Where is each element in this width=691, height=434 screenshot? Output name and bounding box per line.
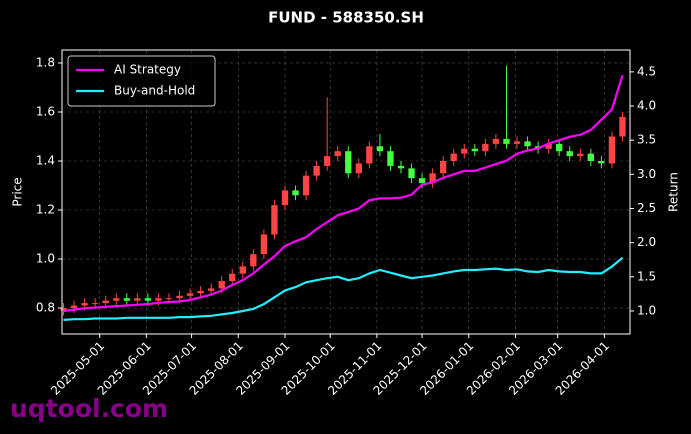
candle-body [324, 156, 331, 166]
candle-body [144, 298, 152, 301]
y-tick-label: 1.0 [36, 252, 55, 266]
candle-body [176, 295, 183, 299]
candle-body [113, 298, 120, 301]
candle-body [524, 141, 531, 147]
candle-body [619, 116, 626, 137]
legend-label: AI Strategy [114, 63, 181, 77]
candle-body [482, 143, 489, 152]
candle-body [577, 153, 584, 157]
candle-body [429, 173, 436, 184]
candle-body [545, 143, 552, 149]
y2-tick-label: 2.0 [637, 235, 656, 249]
y2-tick-label: 3.5 [637, 133, 656, 147]
candle-body [60, 308, 67, 311]
series-line [63, 256, 624, 321]
candle-body [271, 205, 278, 235]
chart-title: FUND - 588350.SH [268, 9, 424, 27]
y2-tick-label: 1.0 [637, 303, 656, 317]
candle-body [155, 298, 162, 301]
candle-body [513, 141, 521, 144]
candle-body [492, 138, 500, 144]
candle-body [461, 148, 468, 154]
candle-body [302, 175, 310, 196]
candle-body [207, 288, 215, 291]
candle-body [229, 273, 236, 282]
candle-body [598, 161, 605, 164]
candle-body [366, 146, 373, 164]
candle-body [387, 151, 394, 166]
y-tick-label: 0.8 [36, 301, 55, 315]
candle-body [313, 165, 320, 176]
candle-body [70, 305, 78, 309]
candle-body [165, 298, 173, 300]
candle-body [440, 161, 447, 174]
y2-tick-label: 3.0 [637, 167, 656, 181]
y-tick-label: 1.2 [36, 203, 55, 217]
y-axis-label: Price [11, 177, 25, 206]
candle-body [471, 148, 478, 152]
candle-body [260, 234, 268, 255]
y2-tick-label: 1.5 [637, 269, 656, 283]
y2-axis-label: Return [667, 172, 681, 212]
candle-body [608, 136, 616, 164]
y-tick-label: 1.6 [36, 104, 55, 118]
y2-tick-label: 4.5 [637, 64, 656, 78]
y-tick-label: 1.4 [36, 154, 55, 168]
candle-body [397, 165, 405, 169]
candle-body [102, 300, 109, 304]
candle-body [292, 190, 299, 196]
candle-body [186, 293, 194, 296]
y-tick-label: 1.8 [36, 55, 55, 69]
series-line [63, 74, 624, 313]
legend-box [67, 55, 216, 107]
plot-frame [61, 49, 631, 335]
candle-body [345, 151, 352, 174]
candle-body [91, 303, 99, 305]
candle-body [556, 143, 563, 152]
candle-body [81, 303, 88, 306]
candle-body [355, 163, 362, 174]
candle-body [134, 298, 141, 301]
candle-body [418, 178, 426, 184]
y2-tick-label: 4.0 [637, 99, 656, 113]
y2-tick-label: 2.5 [637, 201, 656, 215]
candle-body [239, 266, 246, 274]
legend-label: Buy-and-Hold [114, 84, 195, 98]
candle-body [408, 168, 415, 179]
candle-body [250, 254, 257, 267]
legend: AI Strategy Buy-and-Hold [67, 55, 216, 107]
candle-body [587, 153, 594, 162]
candle-body [376, 146, 384, 152]
candle-body [334, 151, 341, 157]
candle-body [450, 153, 457, 162]
candle-body [123, 298, 130, 301]
candle-body [281, 190, 289, 206]
candle-body [197, 290, 204, 294]
candle-body [566, 151, 573, 157]
candle-body [218, 281, 225, 289]
candle-body [503, 138, 510, 144]
watermark: uqtool.com [10, 394, 168, 423]
